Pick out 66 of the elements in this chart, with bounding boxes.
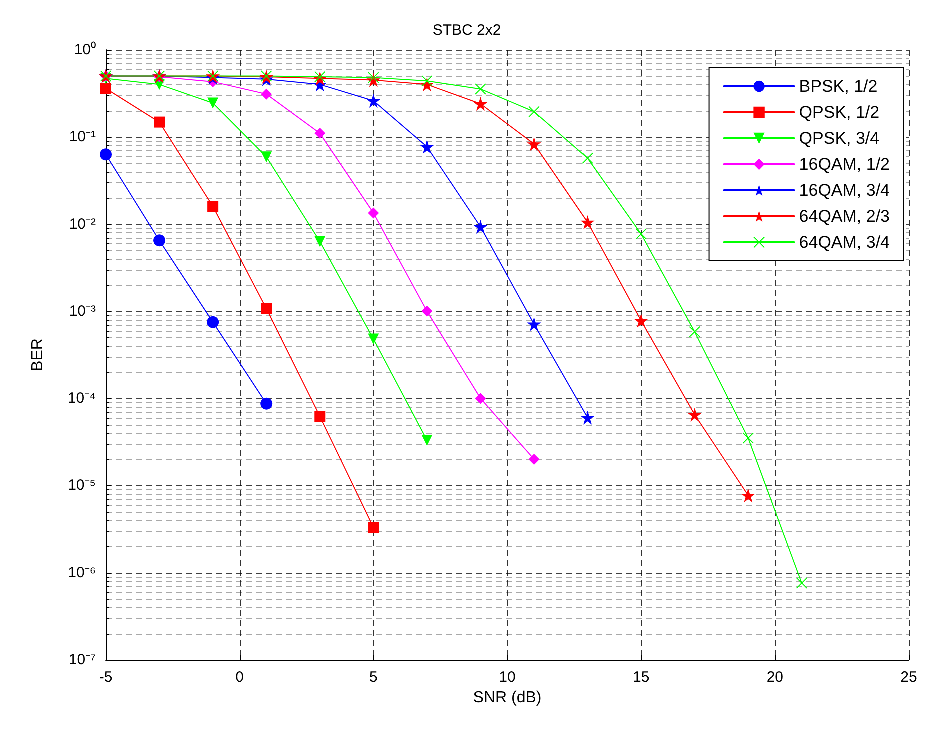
point bbox=[100, 148, 112, 161]
x-tick-label: 25 bbox=[900, 669, 918, 686]
point bbox=[207, 316, 220, 328]
y-tick-label: 10⁻³ bbox=[69, 302, 96, 320]
point bbox=[100, 83, 112, 94]
point bbox=[528, 454, 540, 465]
point bbox=[475, 84, 486, 95]
legend-label: 16QAM, 1/2 bbox=[799, 155, 890, 174]
point bbox=[580, 410, 595, 425]
x-tick-label: 20 bbox=[766, 669, 784, 686]
y-tick-label: 10⁻² bbox=[69, 216, 96, 233]
point bbox=[580, 215, 595, 230]
point bbox=[154, 234, 166, 247]
y-tick-label: 10⁻⁷ bbox=[68, 652, 96, 668]
point bbox=[742, 432, 754, 444]
point bbox=[528, 106, 540, 118]
legend-label: 64QAM, 2/3 bbox=[799, 207, 890, 226]
x-tick-label: 15 bbox=[632, 669, 650, 686]
point bbox=[475, 393, 486, 404]
x-tick-label: 0 bbox=[236, 669, 244, 686]
point bbox=[261, 152, 272, 163]
y-tick-label: 10⁻¹ bbox=[69, 128, 96, 146]
point bbox=[422, 306, 433, 317]
point bbox=[154, 116, 166, 128]
x-tick-label: 10 bbox=[499, 669, 516, 686]
point bbox=[636, 228, 647, 240]
point bbox=[527, 317, 542, 332]
legend-label: QPSK, 1/2 bbox=[799, 103, 880, 122]
point bbox=[314, 236, 326, 248]
point bbox=[474, 220, 488, 234]
x-axis-title: SNR (dB) bbox=[473, 690, 542, 706]
point bbox=[689, 326, 700, 338]
legend-label: 16QAM, 3/4 bbox=[799, 181, 890, 200]
chart-title: STBC 2x2 bbox=[432, 22, 502, 39]
point bbox=[422, 435, 433, 446]
point bbox=[261, 88, 272, 100]
point bbox=[261, 303, 272, 314]
point bbox=[420, 140, 434, 154]
point bbox=[314, 71, 326, 82]
legend-label: BPSK, 1/2 bbox=[799, 77, 878, 96]
point bbox=[582, 152, 594, 164]
point bbox=[314, 128, 326, 140]
y-tick-label: 10⁰ bbox=[74, 42, 96, 58]
point bbox=[422, 76, 433, 87]
point bbox=[368, 334, 380, 345]
legend-label: 64QAM, 3/4 bbox=[799, 233, 890, 252]
point bbox=[368, 208, 380, 219]
point bbox=[314, 411, 326, 422]
x-tick-label: -5 bbox=[99, 669, 113, 686]
x-tick-label: 5 bbox=[369, 669, 378, 686]
point bbox=[688, 408, 702, 422]
point bbox=[634, 314, 648, 328]
point bbox=[741, 488, 756, 503]
legend-label: QPSK, 3/4 bbox=[799, 129, 880, 148]
point bbox=[368, 522, 380, 534]
y-tick-label: 10⁻⁴ bbox=[68, 390, 96, 408]
point bbox=[366, 94, 381, 108]
point bbox=[208, 201, 219, 212]
point bbox=[368, 72, 380, 84]
y-axis-title: BER bbox=[30, 338, 46, 372]
point bbox=[474, 97, 488, 112]
point bbox=[208, 98, 219, 109]
point bbox=[260, 398, 273, 410]
point bbox=[527, 137, 542, 152]
y-tick-label: 10⁻⁵ bbox=[68, 477, 96, 494]
y-tick-label: 10⁻⁶ bbox=[68, 564, 96, 582]
